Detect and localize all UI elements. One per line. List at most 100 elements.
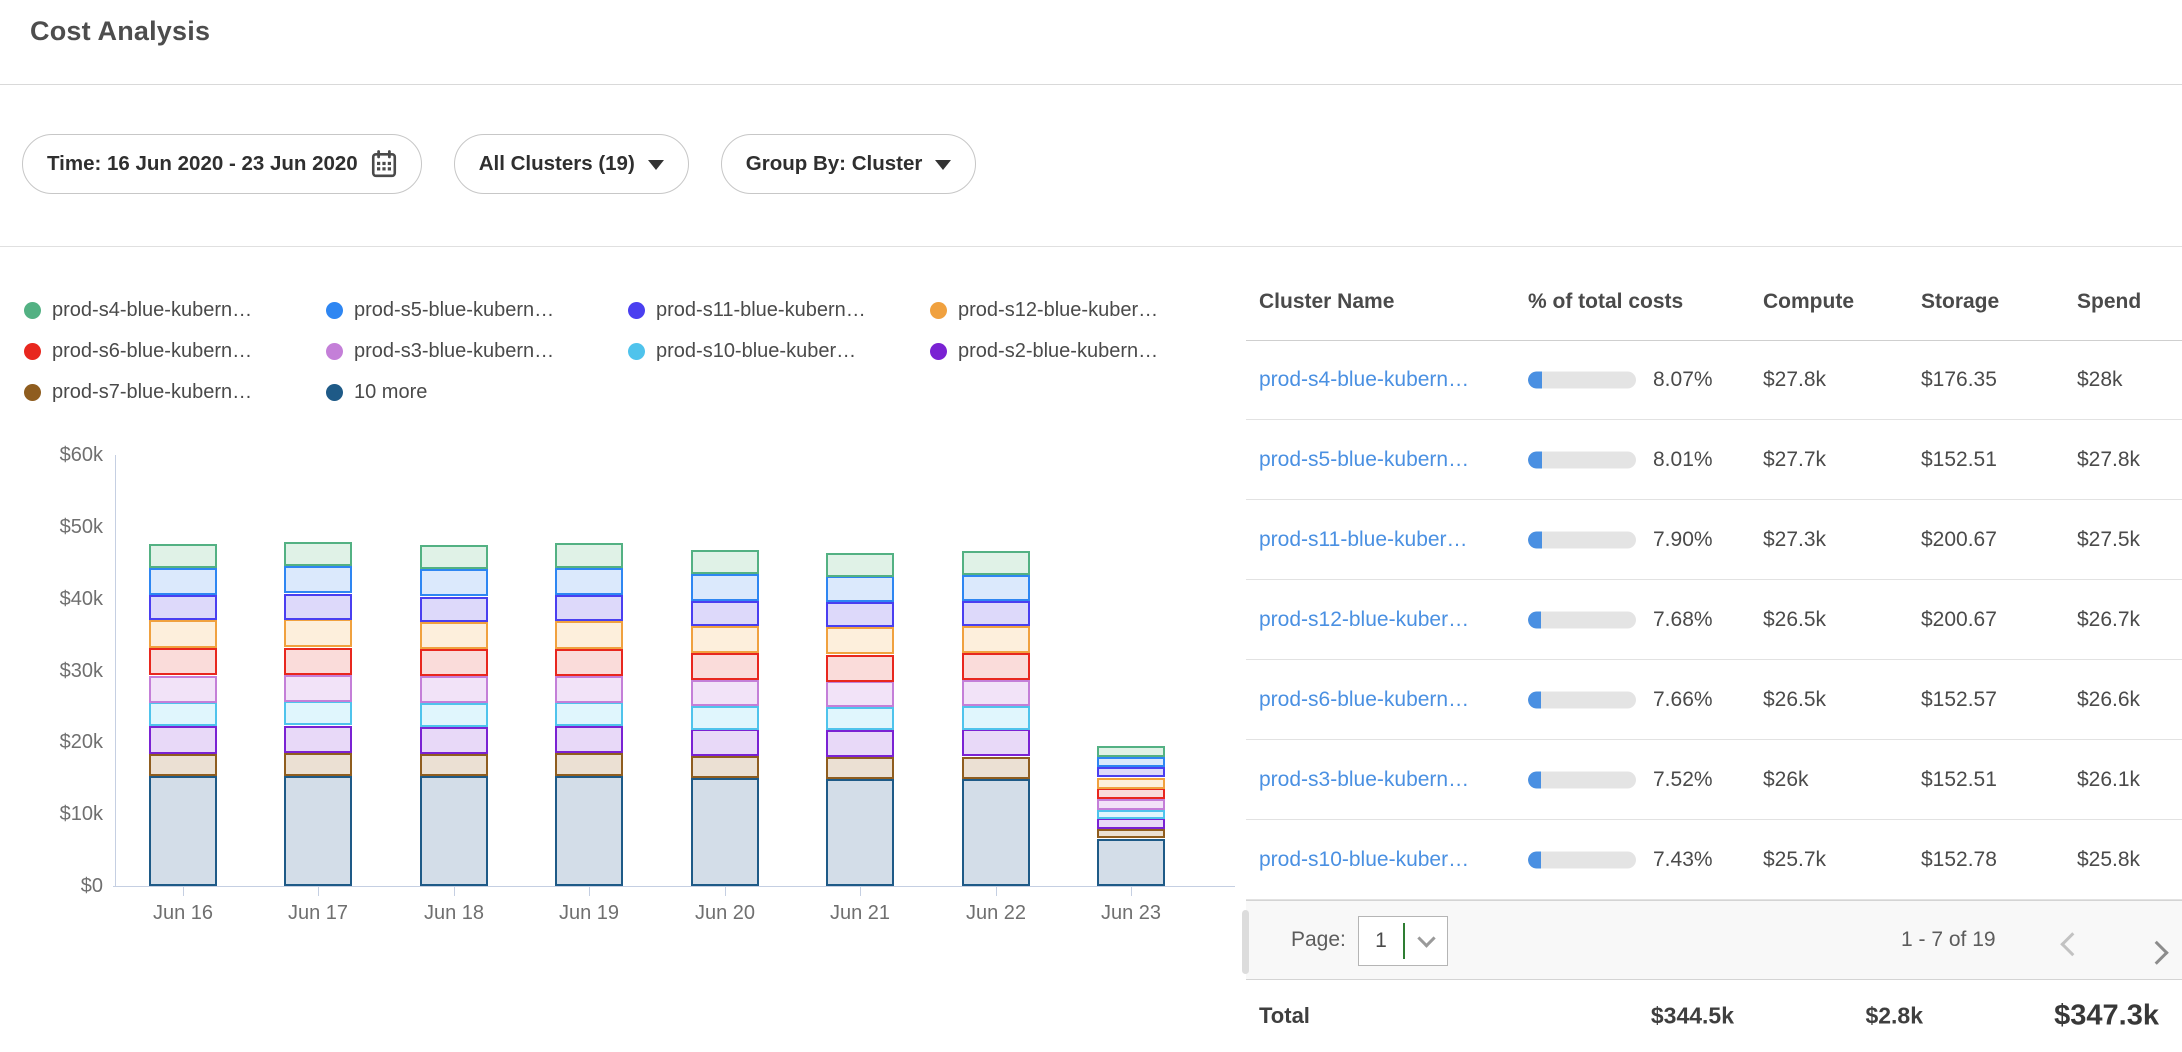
bar-segment[interactable] xyxy=(691,574,759,601)
bar-segment[interactable] xyxy=(284,594,352,620)
bar-segment[interactable] xyxy=(826,681,894,707)
bar-segment[interactable] xyxy=(149,776,217,886)
bar-segment[interactable] xyxy=(691,778,759,886)
legend-item[interactable]: prod-s3-blue-kubern… xyxy=(326,331,628,372)
page-number-select[interactable]: 1 xyxy=(1358,916,1448,966)
legend-item[interactable]: prod-s4-blue-kubern… xyxy=(24,290,326,331)
bar-segment[interactable] xyxy=(284,566,352,593)
bar-segment[interactable] xyxy=(691,756,759,778)
legend-item[interactable]: prod-s5-blue-kubern… xyxy=(326,290,628,331)
bar-segment[interactable] xyxy=(555,726,623,753)
bar-segment[interactable] xyxy=(691,706,759,730)
bar-segment[interactable] xyxy=(555,776,623,886)
bar-segment[interactable] xyxy=(826,730,894,757)
bar-segment[interactable] xyxy=(962,680,1030,706)
bar-segment[interactable] xyxy=(555,595,623,621)
bar-segment[interactable] xyxy=(149,702,217,726)
chevron-right-icon[interactable] xyxy=(2145,941,2169,965)
legend-item[interactable]: 10 more xyxy=(326,372,427,413)
bar-segment[interactable] xyxy=(826,602,894,627)
bar-segment[interactable] xyxy=(1097,810,1165,819)
bar-segment[interactable] xyxy=(555,621,623,649)
chevron-left-icon[interactable] xyxy=(2060,932,2084,956)
bar-segment[interactable] xyxy=(555,543,623,568)
bar-segment[interactable] xyxy=(962,626,1030,653)
bar-segment[interactable] xyxy=(284,619,352,647)
bar-segment[interactable] xyxy=(962,729,1030,756)
bar-segment[interactable] xyxy=(826,553,894,577)
bar-segment[interactable] xyxy=(420,569,488,596)
bar-segment[interactable] xyxy=(284,726,352,753)
time-range-filter[interactable]: Time: 16 Jun 2020 - 23 Jun 2020 xyxy=(22,134,422,194)
bar-segment[interactable] xyxy=(555,753,623,776)
bar-segment[interactable] xyxy=(420,649,488,676)
bar-segment[interactable] xyxy=(149,754,217,776)
bar-segment[interactable] xyxy=(826,757,894,779)
bar-segment[interactable] xyxy=(962,779,1030,886)
bar-segment[interactable] xyxy=(826,707,894,730)
bar-segment[interactable] xyxy=(420,597,488,622)
bar-segment[interactable] xyxy=(420,676,488,703)
bar-segment[interactable] xyxy=(691,550,759,574)
bar-segment[interactable] xyxy=(691,601,759,626)
cluster-link[interactable]: prod-s12-blue-kuber… xyxy=(1259,608,1469,632)
bar-segment[interactable] xyxy=(962,653,1030,680)
group-by-dropdown[interactable]: Group By: Cluster xyxy=(721,134,977,194)
bar-segment[interactable] xyxy=(826,576,894,602)
bar-segment[interactable] xyxy=(149,676,217,703)
legend-item[interactable]: prod-s12-blue-kuber… xyxy=(930,290,1232,331)
bar-segment[interactable] xyxy=(691,680,759,706)
bar-segment[interactable] xyxy=(555,676,623,703)
bar-segment[interactable] xyxy=(149,544,217,568)
bar-segment[interactable] xyxy=(691,653,759,680)
bar-segment[interactable] xyxy=(555,702,623,726)
cluster-link[interactable]: prod-s10-blue-kuber… xyxy=(1259,848,1469,872)
bar-segment[interactable] xyxy=(420,776,488,886)
bar-segment[interactable] xyxy=(1097,767,1165,777)
cluster-link[interactable]: prod-s5-blue-kubern… xyxy=(1259,448,1469,472)
bar-segment[interactable] xyxy=(962,706,1030,730)
bar-segment[interactable] xyxy=(962,757,1030,779)
bar-segment[interactable] xyxy=(1097,829,1165,838)
bar-segment[interactable] xyxy=(1097,799,1165,810)
bar-segment[interactable] xyxy=(826,627,894,654)
bar-segment[interactable] xyxy=(284,776,352,886)
bar-segment[interactable] xyxy=(420,727,488,754)
bar-segment[interactable] xyxy=(555,649,623,676)
bar-segment[interactable] xyxy=(826,779,894,886)
bar-segment[interactable] xyxy=(149,648,217,675)
cluster-link[interactable]: prod-s6-blue-kubern… xyxy=(1259,688,1469,712)
bar-segment[interactable] xyxy=(962,601,1030,626)
bar-segment[interactable] xyxy=(420,754,488,776)
clusters-filter-dropdown[interactable]: All Clusters (19) xyxy=(454,134,689,194)
legend-item[interactable]: prod-s7-blue-kubern… xyxy=(24,372,326,413)
bar-segment[interactable] xyxy=(1097,757,1165,767)
bar-segment[interactable] xyxy=(1097,818,1165,829)
bar-segment[interactable] xyxy=(1097,839,1165,886)
bar-segment[interactable] xyxy=(284,675,352,702)
bar-segment[interactable] xyxy=(149,595,217,620)
bar-segment[interactable] xyxy=(691,729,759,756)
bar-segment[interactable] xyxy=(1097,788,1165,799)
legend-item[interactable]: prod-s2-blue-kubern… xyxy=(930,331,1232,372)
bar-segment[interactable] xyxy=(962,575,1030,601)
bar-segment[interactable] xyxy=(420,622,488,649)
bar-segment[interactable] xyxy=(284,648,352,675)
cluster-link[interactable]: prod-s4-blue-kubern… xyxy=(1259,368,1469,392)
bar-segment[interactable] xyxy=(149,726,217,754)
bar-segment[interactable] xyxy=(284,701,352,725)
bar-segment[interactable] xyxy=(284,753,352,776)
bar-segment[interactable] xyxy=(1097,778,1165,789)
legend-item[interactable]: prod-s10-blue-kuber… xyxy=(628,331,930,372)
bar-segment[interactable] xyxy=(962,551,1030,575)
legend-item[interactable]: prod-s11-blue-kubern… xyxy=(628,290,930,331)
bar-segment[interactable] xyxy=(826,655,894,682)
cluster-link[interactable]: prod-s3-blue-kubern… xyxy=(1259,768,1469,792)
legend-item[interactable]: prod-s6-blue-kubern… xyxy=(24,331,326,372)
cluster-link[interactable]: prod-s11-blue-kuber… xyxy=(1259,528,1468,552)
bar-segment[interactable] xyxy=(691,626,759,653)
bar-segment[interactable] xyxy=(149,568,217,595)
bar-segment[interactable] xyxy=(149,620,217,648)
bar-segment[interactable] xyxy=(420,545,488,569)
bar-segment[interactable] xyxy=(555,568,623,595)
